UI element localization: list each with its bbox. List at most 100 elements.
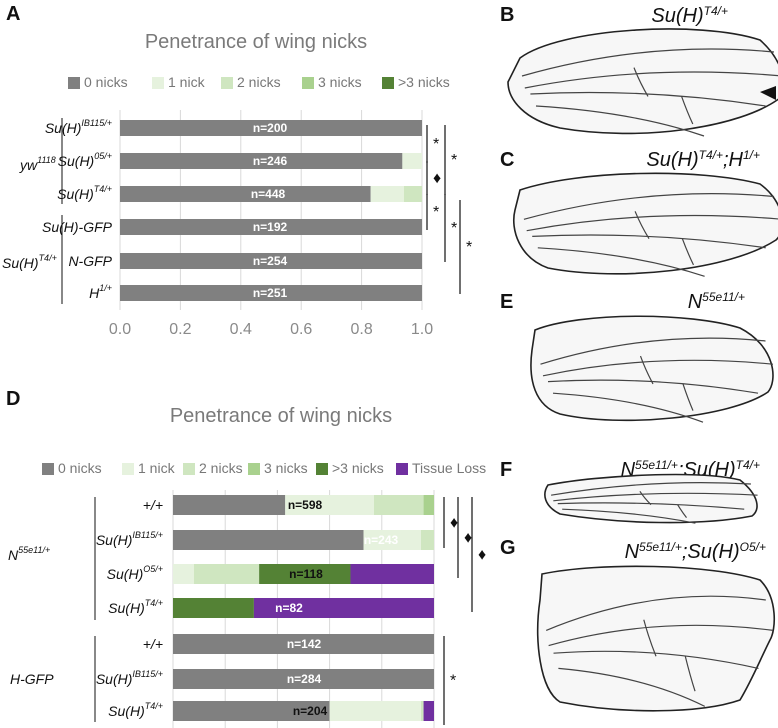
wing-vein	[521, 48, 775, 77]
row-label: Su(H)IB115/+​	[96, 530, 163, 548]
bar-segment	[373, 495, 424, 515]
wing-outline	[537, 565, 776, 712]
wing-genotype-label-sup: T4/+	[736, 458, 760, 472]
bar-segment	[370, 186, 404, 202]
panel-label-f: F	[500, 459, 512, 481]
bar-segment	[120, 120, 422, 136]
wing-vein	[562, 508, 696, 524]
bar-segment	[120, 186, 371, 202]
bar-segment	[329, 701, 421, 721]
group-label-base: N	[8, 547, 19, 563]
wing-genotype-label-sup: 55e11/+	[639, 540, 682, 554]
group-label-sup: T4/+	[39, 253, 57, 263]
wing-outline	[530, 315, 774, 422]
legend-swatch	[382, 77, 394, 89]
group-label-base: H-GFP	[10, 671, 54, 687]
wing-genotype-label-base: N	[688, 291, 703, 313]
bar-n-label: n=598	[288, 498, 323, 512]
wing-vein	[643, 619, 657, 657]
row-label-sup: IB115/+	[132, 669, 163, 679]
row-label: Su(H)T4/+​	[108, 598, 163, 616]
row-label-sup: 05/+	[94, 151, 112, 161]
wing-genotype-label-sup: T4/+	[704, 4, 728, 18]
wing-vein	[633, 67, 649, 97]
wing-genotype-label: Su(H)T4/+​;H1/+​	[646, 148, 760, 171]
wing-outline	[507, 28, 778, 135]
wing-vein	[557, 502, 745, 510]
panel-label-g: G	[500, 537, 516, 559]
wing-genotype-label-sup: O5/+	[740, 540, 766, 554]
wing-genotype-label: Su(H)T4/+​	[651, 4, 728, 27]
wing-vein	[526, 214, 778, 232]
wing-genotype-label-base: ;H	[723, 149, 744, 171]
legend-swatch	[316, 463, 328, 475]
bar-segment	[285, 495, 374, 515]
bar-n-label: n=192	[253, 220, 288, 234]
row-label: Su(H)IB115/+​	[96, 669, 163, 687]
bar-n-label: n=200	[253, 121, 288, 135]
row-label-sup: T4/+	[94, 184, 112, 194]
row-label-base: Su(H)	[58, 153, 95, 169]
wing-genotype-label-base: Su(H)	[651, 5, 703, 27]
group-label: Su(H)T4/+​	[2, 253, 57, 271]
wing-genotype-label-sup: T4/+	[699, 148, 723, 162]
sig-mark: *	[451, 152, 457, 169]
row-label-base: Su(H)	[107, 566, 144, 582]
row-label-base: H	[89, 285, 100, 301]
sig-mark: ♦	[478, 547, 486, 564]
bar-n-label: n=251	[253, 286, 288, 300]
row-label-base: Su(H)-GFP	[42, 219, 113, 235]
chart-d-title: Penetrance of wing nicks	[170, 405, 392, 427]
wing-vein	[634, 211, 650, 239]
group-label-base: yw	[19, 157, 38, 173]
group-label-sup: 1118	[37, 155, 56, 165]
row-label-base: Su(H)	[57, 186, 94, 202]
x-tick-label: 0.8	[350, 321, 372, 338]
row-label-base: Su(H)	[45, 120, 82, 136]
bar-segment	[403, 186, 422, 202]
wing-vein	[639, 355, 654, 385]
row-label: Su(H)T4/+​	[108, 701, 163, 719]
wing-genotype-label-base: Su(H)	[646, 149, 698, 171]
wing-vein	[530, 91, 766, 107]
wing-vein	[681, 96, 694, 125]
row-label-sup: T4/+	[145, 701, 163, 711]
wing-vein	[547, 379, 759, 394]
wing-vein	[551, 482, 751, 496]
sig-mark: ♦	[464, 530, 472, 547]
wing-vein	[553, 492, 758, 502]
wing-vein	[545, 595, 766, 631]
row-label: Su(H)-GFP	[42, 219, 113, 235]
wing-images: B Su(H)T4/+​ C Su(H)T4/+​;H1/+​ E N55e11/+​ F N…	[500, 4, 778, 712]
wing-vein	[677, 504, 687, 518]
x-tick-label: 0.4	[230, 321, 252, 338]
chart-d: 0 nicks 1 nick 2 nicks 3 nicks >3 nicks Tissu…	[8, 460, 486, 728]
bar-n-label: n=284	[287, 672, 322, 686]
bar-segment	[173, 495, 286, 515]
wing-vein	[542, 359, 774, 377]
bar-segment	[253, 598, 434, 618]
wing-outline	[513, 172, 778, 275]
panel-label-b: B	[500, 4, 514, 26]
bar-segment	[120, 253, 422, 269]
wing-vein	[524, 71, 778, 89]
legend-swatch	[396, 463, 408, 475]
chart-a-title: Penetrance of wing nicks	[145, 31, 367, 53]
wing-vein	[558, 667, 706, 707]
x-tick-label: 0.6	[290, 321, 312, 338]
legend-label: 1 nick	[138, 460, 176, 476]
legend-label: 2 nicks	[199, 460, 243, 476]
legend-label: 0 nicks	[84, 74, 128, 90]
wing-vein	[540, 337, 766, 365]
x-tick-label: 1.0	[411, 321, 433, 338]
sig-mark: *	[451, 220, 457, 237]
row-label-base: N-GFP	[68, 253, 112, 269]
bar-segment	[173, 634, 434, 654]
bar-segment	[173, 564, 194, 584]
sig-mark: *	[450, 673, 456, 690]
bar-segment	[363, 530, 421, 550]
wing-genotype-label-sup: 1/+	[743, 148, 760, 162]
bar-segment	[420, 701, 424, 721]
bar-n-label: n=82	[275, 601, 303, 615]
